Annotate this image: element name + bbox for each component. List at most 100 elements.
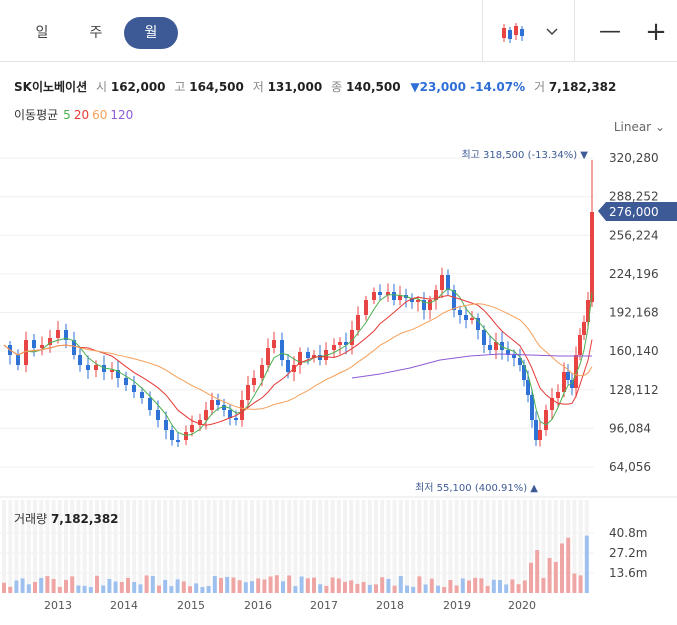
- candle: [364, 300, 368, 315]
- volume-bg: [355, 500, 360, 584]
- volume-bg: [522, 500, 527, 581]
- volume-bar: [547, 557, 552, 593]
- volume-bar: [243, 582, 248, 593]
- volume-tick-label: 13.6m: [609, 566, 647, 580]
- candle: [566, 372, 570, 380]
- volume-bar: [442, 586, 447, 593]
- volume-bg: [473, 500, 478, 578]
- candle: [534, 420, 538, 440]
- volume-bg: [188, 500, 192, 587]
- volume-bar: [206, 585, 211, 593]
- x-tick-label: 2018: [376, 599, 404, 612]
- volume-bg: [553, 500, 558, 562]
- volume-bg: [584, 500, 589, 536]
- volume-bar: [95, 575, 99, 593]
- volume-bar: [485, 585, 490, 593]
- volume-bg: [343, 500, 347, 582]
- volume-bg: [318, 500, 323, 585]
- zoom-out-button[interactable]: —: [599, 19, 621, 44]
- candle: [482, 330, 486, 345]
- candle: [252, 378, 256, 385]
- candle: [148, 398, 152, 410]
- volume-bar: [57, 586, 62, 593]
- volume-bg: [460, 500, 465, 579]
- ma-label: 이동평균: [14, 108, 59, 122]
- candle: [124, 378, 128, 385]
- volume-bg: [33, 500, 37, 582]
- volume-bg: [157, 500, 161, 586]
- volume-bg: [405, 500, 409, 586]
- candle: [494, 342, 498, 350]
- volume-bar: [498, 580, 502, 593]
- volume-bar: [113, 581, 118, 593]
- volume-bar: [64, 579, 68, 593]
- volume-bar: [318, 584, 323, 593]
- candle: [72, 340, 76, 355]
- volume-bar: [169, 586, 174, 593]
- volume-bg: [256, 500, 261, 579]
- candle: [500, 342, 504, 350]
- tab-day[interactable]: 일: [35, 25, 49, 41]
- volume-bar: [132, 582, 137, 593]
- volume-bar: [157, 585, 161, 593]
- candle: [266, 348, 270, 365]
- moving-average-line: [3, 288, 593, 437]
- divider: [482, 0, 483, 62]
- candle: [350, 330, 354, 345]
- tab-month[interactable]: 월: [124, 17, 178, 49]
- candle: [378, 292, 382, 295]
- volume-bg: [454, 500, 459, 586]
- volume-bg: [411, 500, 416, 587]
- volume-bar: [349, 580, 354, 593]
- open-label: 시: [95, 80, 108, 94]
- candle: [16, 355, 20, 365]
- volume-bg: [39, 500, 44, 578]
- scale-mode-label: Linear: [613, 120, 652, 134]
- candle: [246, 385, 250, 400]
- volume-bg: [572, 500, 577, 574]
- volume-bg: [330, 500, 335, 578]
- top-toolbar: 일 주 월 — +: [0, 0, 677, 62]
- ma-120: 120: [110, 108, 134, 122]
- scale-mode-select[interactable]: Linear ⌄: [614, 120, 665, 134]
- candle: [386, 292, 390, 295]
- candle: [260, 365, 264, 378]
- volume-bar: [299, 576, 304, 593]
- volume-bg: [541, 500, 546, 578]
- volume-label: 거: [533, 80, 545, 94]
- volume-bg: [547, 500, 552, 558]
- volume-bg: [132, 500, 137, 583]
- volume-bar: [250, 581, 254, 593]
- candlestick-icon[interactable]: [496, 18, 530, 46]
- candle: [176, 440, 180, 442]
- volume-bg: [82, 500, 87, 586]
- volume-bg: [200, 500, 205, 587]
- candle: [286, 360, 290, 372]
- candle: [446, 275, 450, 290]
- candle: [488, 345, 492, 350]
- chevron-down-icon[interactable]: [540, 18, 564, 46]
- x-tick-label: 2017: [310, 599, 338, 612]
- candle: [522, 365, 526, 380]
- moving-average-line: [3, 303, 593, 410]
- volume-bar: [560, 543, 564, 593]
- volume-bg: [566, 500, 571, 538]
- x-tick-label: 2013: [44, 599, 72, 612]
- y-tick-label: 192,168: [609, 306, 659, 320]
- volume-bar: [2, 582, 6, 593]
- volume-bg: [578, 500, 583, 576]
- volume-bar: [45, 576, 50, 593]
- zoom-in-button[interactable]: +: [645, 17, 667, 47]
- volume-bar: [237, 580, 242, 593]
- candle: [570, 380, 574, 388]
- volume-bar: [274, 575, 279, 593]
- tab-week[interactable]: 주: [89, 25, 103, 41]
- volume-bg: [448, 500, 453, 580]
- volume-bar: [411, 586, 416, 593]
- volume-bg: [287, 500, 292, 576]
- candle: [198, 420, 202, 425]
- candle: [78, 355, 82, 365]
- candle: [428, 300, 432, 310]
- candle: [506, 350, 510, 355]
